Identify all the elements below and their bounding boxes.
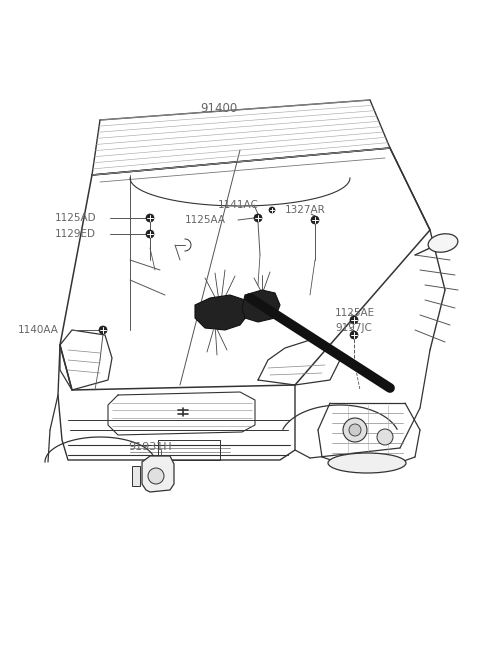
Text: 9197JC: 9197JC xyxy=(335,323,372,333)
Text: 91931H: 91931H xyxy=(128,442,172,452)
Text: 91400: 91400 xyxy=(200,101,237,114)
Circle shape xyxy=(146,214,154,222)
Circle shape xyxy=(350,331,358,339)
Circle shape xyxy=(254,214,262,222)
Circle shape xyxy=(99,326,107,334)
Text: 1125AD: 1125AD xyxy=(55,213,96,223)
Text: 1140AA: 1140AA xyxy=(18,325,59,335)
Circle shape xyxy=(311,216,319,224)
Text: 1327AR: 1327AR xyxy=(285,205,326,215)
Polygon shape xyxy=(142,456,174,492)
Polygon shape xyxy=(195,295,250,330)
Circle shape xyxy=(148,468,164,484)
Polygon shape xyxy=(132,466,140,486)
Circle shape xyxy=(146,230,154,238)
Circle shape xyxy=(349,424,361,436)
Ellipse shape xyxy=(328,453,406,473)
Text: 1125AA: 1125AA xyxy=(185,215,226,225)
Circle shape xyxy=(350,316,358,324)
Text: 1141AC: 1141AC xyxy=(218,200,259,210)
Text: 1129ED: 1129ED xyxy=(55,229,96,239)
Text: 1125AE: 1125AE xyxy=(335,308,375,318)
Ellipse shape xyxy=(428,234,458,252)
Circle shape xyxy=(269,207,275,213)
Polygon shape xyxy=(242,290,280,322)
Circle shape xyxy=(377,429,393,445)
Circle shape xyxy=(343,418,367,442)
